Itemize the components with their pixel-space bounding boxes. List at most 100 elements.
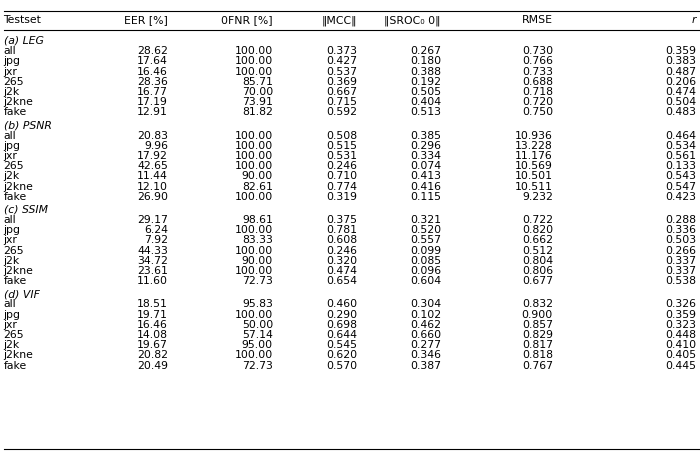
Text: 0.715: 0.715 [326, 97, 357, 107]
Text: ‖MCC‖: ‖MCC‖ [321, 15, 357, 26]
Text: 14.08: 14.08 [137, 330, 168, 340]
Text: 265: 265 [4, 246, 24, 256]
Text: 0.410: 0.410 [666, 340, 696, 350]
Text: all: all [4, 130, 16, 141]
Text: 98.61: 98.61 [242, 215, 273, 225]
Text: 0.413: 0.413 [410, 171, 441, 182]
Text: 0.660: 0.660 [410, 330, 441, 340]
Text: 100.00: 100.00 [234, 246, 273, 256]
Text: RMSE: RMSE [522, 15, 553, 25]
Text: 0.277: 0.277 [410, 340, 441, 350]
Text: 0.474: 0.474 [326, 266, 357, 276]
Text: 0.557: 0.557 [410, 235, 441, 246]
Text: 100.00: 100.00 [234, 130, 273, 141]
Text: 28.36: 28.36 [137, 77, 168, 87]
Text: 17.19: 17.19 [137, 97, 168, 107]
Text: 0.416: 0.416 [410, 182, 441, 192]
Text: 90.00: 90.00 [241, 256, 273, 266]
Text: fake: fake [4, 276, 27, 286]
Text: 0.806: 0.806 [522, 266, 553, 276]
Text: 0.804: 0.804 [522, 256, 553, 266]
Text: 0.504: 0.504 [666, 97, 696, 107]
Text: 0.667: 0.667 [326, 87, 357, 97]
Text: 0.487: 0.487 [666, 66, 696, 77]
Text: 0.460: 0.460 [326, 299, 357, 310]
Text: 11.176: 11.176 [515, 151, 553, 161]
Text: 0.730: 0.730 [522, 46, 553, 56]
Text: (b) PSNR: (b) PSNR [4, 120, 51, 130]
Text: 100.00: 100.00 [234, 141, 273, 151]
Text: 0.267: 0.267 [410, 46, 441, 56]
Text: 100.00: 100.00 [234, 350, 273, 360]
Text: 0.445: 0.445 [666, 360, 696, 371]
Text: all: all [4, 215, 16, 225]
Text: 0.405: 0.405 [666, 350, 696, 360]
Text: 0.538: 0.538 [666, 276, 696, 286]
Text: 72.73: 72.73 [242, 276, 273, 286]
Text: 0.359: 0.359 [666, 46, 696, 56]
Text: 0.423: 0.423 [666, 192, 696, 202]
Text: 0.246: 0.246 [326, 246, 357, 256]
Text: jpg: jpg [4, 141, 20, 151]
Text: 0.710: 0.710 [326, 171, 357, 182]
Text: 265: 265 [4, 161, 24, 171]
Text: 83.33: 83.33 [242, 235, 273, 246]
Text: 9.96: 9.96 [144, 141, 168, 151]
Text: 0.096: 0.096 [410, 266, 441, 276]
Text: 0.206: 0.206 [666, 77, 696, 87]
Text: 100.00: 100.00 [234, 225, 273, 235]
Text: 0.266: 0.266 [666, 246, 696, 256]
Text: 0.534: 0.534 [666, 141, 696, 151]
Text: 0.375: 0.375 [326, 215, 357, 225]
Text: 0.387: 0.387 [410, 360, 441, 371]
Text: 0.520: 0.520 [410, 225, 441, 235]
Text: 0.688: 0.688 [522, 77, 553, 87]
Text: 17.92: 17.92 [137, 151, 168, 161]
Text: 7.92: 7.92 [144, 235, 168, 246]
Text: 28.62: 28.62 [137, 46, 168, 56]
Text: fake: fake [4, 360, 27, 371]
Text: 20.83: 20.83 [137, 130, 168, 141]
Text: 0.115: 0.115 [410, 192, 441, 202]
Text: 72.73: 72.73 [242, 360, 273, 371]
Text: 23.61: 23.61 [137, 266, 168, 276]
Text: 95.83: 95.83 [242, 299, 273, 310]
Text: 57.14: 57.14 [242, 330, 273, 340]
Text: 0.900: 0.900 [522, 310, 553, 320]
Text: Testset: Testset [4, 15, 41, 25]
Text: 16.46: 16.46 [137, 320, 168, 330]
Text: 0.720: 0.720 [522, 97, 553, 107]
Text: 0.404: 0.404 [410, 97, 441, 107]
Text: 0.337: 0.337 [666, 266, 696, 276]
Text: 0.320: 0.320 [326, 256, 357, 266]
Text: 265: 265 [4, 330, 24, 340]
Text: j2kne: j2kne [4, 182, 34, 192]
Text: jxr: jxr [4, 151, 18, 161]
Text: 265: 265 [4, 77, 24, 87]
Text: 0.383: 0.383 [666, 56, 696, 66]
Text: 0.767: 0.767 [522, 360, 553, 371]
Text: 9.232: 9.232 [522, 192, 553, 202]
Text: jpg: jpg [4, 56, 20, 66]
Text: 0.561: 0.561 [666, 151, 696, 161]
Text: jxr: jxr [4, 66, 18, 77]
Text: 0.323: 0.323 [666, 320, 696, 330]
Text: 0.829: 0.829 [522, 330, 553, 340]
Text: 29.17: 29.17 [137, 215, 168, 225]
Text: 10.936: 10.936 [515, 130, 553, 141]
Text: 10.501: 10.501 [515, 171, 553, 182]
Text: 0.304: 0.304 [410, 299, 441, 310]
Text: 100.00: 100.00 [234, 46, 273, 56]
Text: 0.547: 0.547 [666, 182, 696, 192]
Text: 100.00: 100.00 [234, 266, 273, 276]
Text: 0.321: 0.321 [410, 215, 441, 225]
Text: 13.228: 13.228 [515, 141, 553, 151]
Text: 18.51: 18.51 [137, 299, 168, 310]
Text: 0.290: 0.290 [326, 310, 357, 320]
Text: 0.531: 0.531 [326, 151, 357, 161]
Text: 0.503: 0.503 [666, 235, 696, 246]
Text: 0.102: 0.102 [410, 310, 441, 320]
Text: 11.44: 11.44 [137, 171, 168, 182]
Text: 73.91: 73.91 [242, 97, 273, 107]
Text: 90.00: 90.00 [241, 171, 273, 182]
